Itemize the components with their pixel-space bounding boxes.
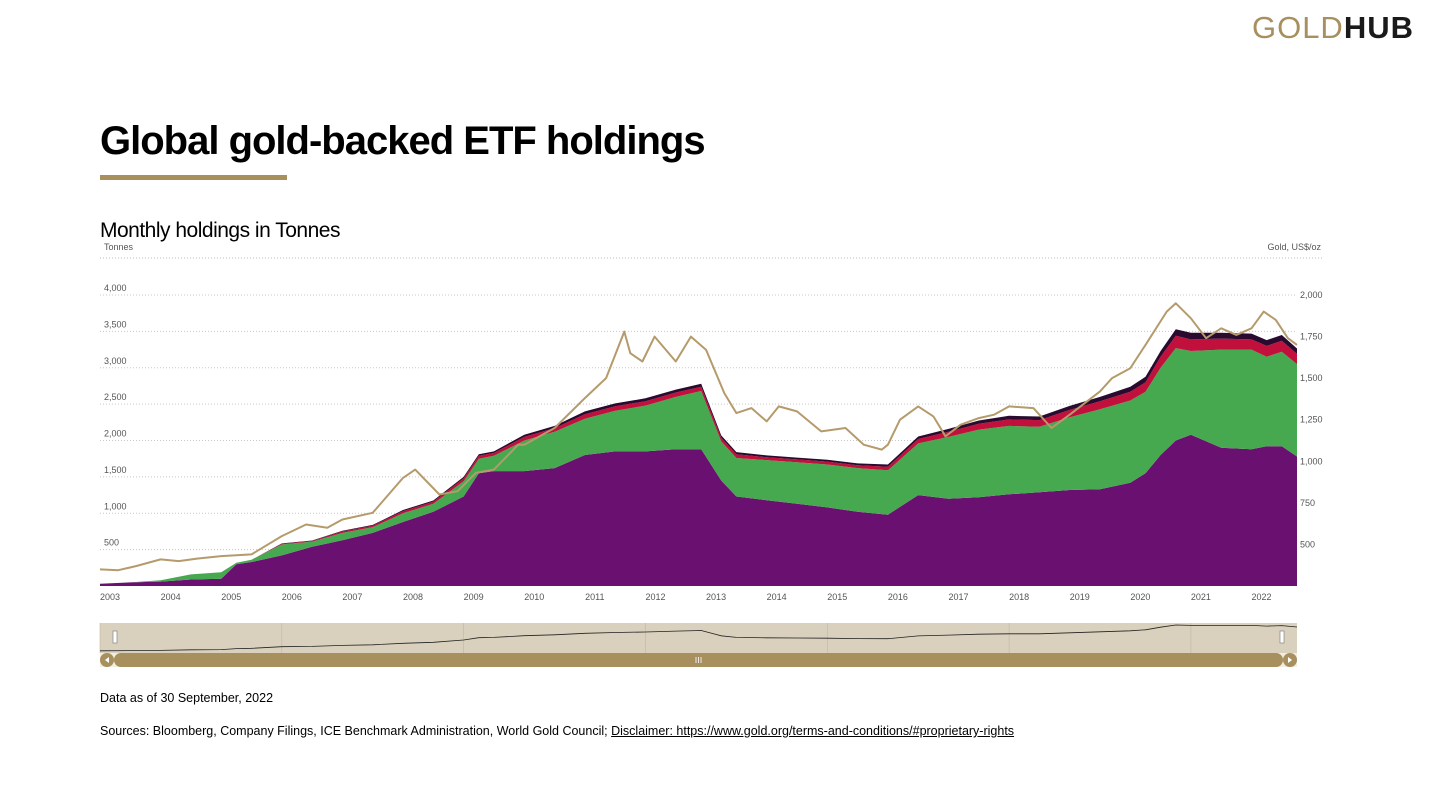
y-axis-label: Tonnes [104, 242, 134, 252]
x-tick-label: 2018 [1009, 592, 1029, 602]
navigator-handle-right[interactable] [1279, 630, 1285, 644]
y-axis-ticks: 500 1,000 1,500 2,000 2,500 3,000 3,500 4,000 [104, 283, 127, 548]
x-tick-label: 2022 [1252, 592, 1272, 602]
x-tick-label: 2015 [827, 592, 847, 602]
area-series-2[interactable] [100, 348, 1297, 584]
navigator-line [99, 624, 1298, 652]
sources-text: Sources: Bloomberg, Company Filings, ICE… [100, 724, 608, 738]
y-tick-label: 500 [104, 538, 119, 548]
y-tick-label: 2,500 [104, 392, 127, 402]
title-underline [100, 175, 287, 180]
x-tick-label: 2008 [403, 592, 423, 602]
y2-tick-label: 500 [1300, 539, 1315, 549]
x-tick-label: 2011 [585, 592, 604, 602]
y2-tick-label: 2,000 [1300, 290, 1323, 300]
y2-tick-label: 1,750 [1300, 332, 1323, 342]
navigator-background [100, 623, 1297, 653]
goldhub-logo[interactable]: GOLDHUB [1252, 10, 1414, 46]
x-tick-label: 2012 [645, 592, 665, 602]
x-tick-label: 2004 [161, 592, 181, 602]
navigator-handle-left[interactable] [112, 630, 118, 644]
x-tick-label: 2020 [1130, 592, 1150, 602]
x-tick-label: 2013 [706, 592, 726, 602]
y-tick-label: 3,500 [104, 319, 127, 329]
disclaimer-link[interactable]: Disclaimer: https://www.gold.org/terms-a… [611, 724, 1015, 738]
scrollbar-grip-icon [695, 657, 702, 663]
page-title: Global gold-backed ETF holdings [100, 119, 706, 163]
etf-holdings-chart[interactable]: Tonnes Gold, US$/oz 500 1,000 1,500 2,000 2,… [0, 0, 1430, 680]
sources-note: Sources: Bloomberg, Company Filings, ICE… [100, 724, 1014, 738]
chart-subtitle: Monthly holdings in Tonnes [100, 219, 340, 242]
price-line-group [99, 302, 1298, 572]
navigator-gridlines [99, 623, 1192, 653]
logo-hub-text: HUB [1343, 10, 1414, 45]
stacked-areas [100, 329, 1297, 586]
scroll-left-icon [105, 657, 109, 663]
x-tick-label: 2003 [100, 592, 120, 602]
x-tick-label: 2005 [221, 592, 241, 602]
x-tick-label: 2014 [767, 592, 787, 602]
x-tick-label: 2021 [1191, 592, 1211, 602]
x-axis-ticks: 2003 2004 2005 2006 2007 2008 2009 2010 2011 2012… [100, 592, 1272, 602]
x-tick-label: 2016 [888, 592, 908, 602]
range-navigator[interactable] [99, 623, 1298, 667]
y2-tick-label: 1,500 [1300, 373, 1323, 383]
x-tick-label: 2007 [342, 592, 362, 602]
scroll-right-icon [1288, 657, 1292, 663]
y-tick-label: 1,000 [104, 501, 127, 511]
y-tick-label: 4,000 [104, 283, 127, 293]
x-tick-label: 2017 [948, 592, 968, 602]
x-tick-label: 2009 [464, 592, 484, 602]
y2-tick-label: 750 [1300, 498, 1315, 508]
x-tick-label: 2006 [282, 592, 302, 602]
area-series-1[interactable] [100, 434, 1297, 586]
x-tick-label: 2019 [1070, 592, 1090, 602]
y2-axis-ticks: 500 750 1,000 1,250 1,500 1,750 2,000 [1300, 290, 1323, 549]
y2-axis-label: Gold, US$/oz [1267, 242, 1321, 252]
x-tick-label: 2010 [524, 592, 544, 602]
data-as-of-note: Data as of 30 September, 2022 [100, 691, 274, 705]
y2-tick-label: 1,000 [1300, 456, 1323, 466]
gold-price-line[interactable] [99, 302, 1298, 572]
logo-gold-text: GOLD [1251, 10, 1344, 45]
y-tick-label: 3,000 [104, 356, 127, 366]
y-tick-label: 2,000 [104, 429, 127, 439]
y2-tick-label: 1,250 [1300, 415, 1323, 425]
y-tick-label: 1,500 [104, 465, 127, 475]
